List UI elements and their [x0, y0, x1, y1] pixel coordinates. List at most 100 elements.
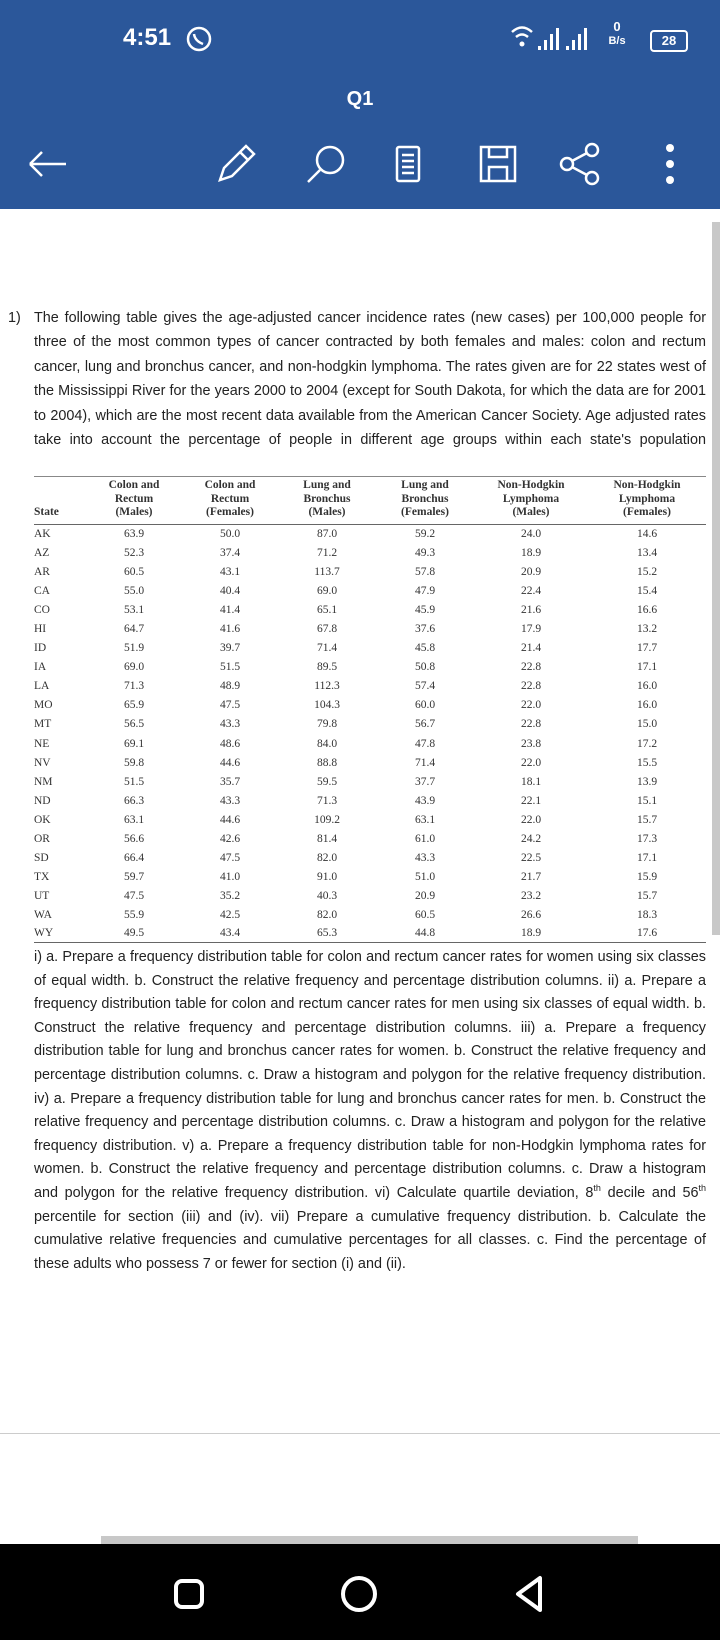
cell: 57.4 [414, 680, 436, 693]
header-line: (Males) [308, 506, 346, 518]
cell: 66.3 [123, 794, 145, 807]
cell: 59.7 [123, 871, 145, 884]
header-line: (Females) [206, 506, 254, 518]
cell: 67.8 [316, 622, 338, 635]
save-button[interactable] [479, 145, 517, 183]
cell: 18.1 [520, 775, 542, 788]
header-line: Non-Hodgkin [613, 479, 681, 491]
cell: 59.2 [414, 527, 436, 540]
cell: 113.7 [314, 565, 340, 578]
net-speed: 0 B/s [606, 20, 628, 48]
cell: 16.6 [636, 603, 658, 616]
cell: 51.9 [123, 642, 145, 655]
cell: 15.2 [636, 565, 658, 578]
cell: 71.4 [414, 756, 436, 769]
table-row: ID 51.9 39.7 71.4 45.8 21.4 17.7 [34, 639, 706, 658]
cell: 109.2 [314, 813, 340, 826]
cell: 59.8 [123, 756, 145, 769]
cell: 15.4 [636, 584, 658, 597]
cell: 37.6 [414, 622, 436, 635]
state-cell: SD [34, 852, 49, 865]
header-line: (Males) [512, 506, 550, 518]
cell: 18.3 [636, 909, 658, 922]
state-cell: OR [34, 833, 50, 845]
cell: 44.6 [219, 756, 241, 769]
home-button[interactable] [341, 1576, 377, 1612]
cell: 17.9 [520, 622, 542, 635]
cell: 37.7 [414, 775, 436, 788]
cell: 13.4 [636, 546, 658, 559]
horizontal-scrollbar[interactable] [101, 1536, 638, 1544]
cell: 51.5 [219, 661, 241, 674]
state-cell: NM [34, 775, 53, 788]
share-button[interactable] [559, 142, 600, 186]
cell: 56.7 [414, 718, 436, 731]
cell: 60.0 [414, 699, 436, 712]
net-speed-unit: B/s [608, 35, 626, 47]
cell: 49.5 [86, 925, 182, 944]
header-line: State [34, 506, 59, 518]
cell: 71.3 [316, 794, 338, 807]
table-row: TX 59.7 41.0 91.0 51.0 21.7 15.9 [34, 868, 706, 887]
cell: 47.5 [123, 890, 145, 903]
header-line: Lymphoma [618, 492, 676, 505]
cell: 26.6 [520, 909, 542, 922]
table-row: IA 69.0 51.5 89.5 50.8 22.8 17.1 [34, 658, 706, 677]
cell: 48.9 [219, 680, 241, 693]
cell: 22.4 [520, 584, 542, 597]
state-cell: MT [34, 718, 52, 731]
cell: 51.5 [123, 775, 145, 788]
cell: 22.0 [520, 813, 542, 826]
cell: 65.9 [123, 699, 145, 712]
page-divider [0, 1433, 720, 1434]
cell: 61.0 [414, 833, 436, 845]
cell: 50.0 [219, 527, 241, 540]
questions: i) a. Prepare a frequency distribution t… [34, 946, 706, 1276]
nav-icons [174, 1576, 542, 1612]
back-nav-button[interactable] [516, 1576, 542, 1612]
cell: 50.8 [414, 661, 436, 674]
table-row: NV 59.8 44.6 88.8 71.4 22.0 15.5 [34, 754, 706, 773]
header-line: Non-Hodgkin [497, 479, 565, 491]
net-speed-value: 0 [613, 19, 621, 34]
cell: 39.7 [219, 642, 241, 655]
recents-button[interactable] [174, 1579, 204, 1609]
cell: 71.2 [316, 546, 338, 559]
read-mode-button[interactable] [395, 145, 421, 183]
column-header: State [34, 476, 86, 525]
cell: 59.5 [316, 775, 338, 788]
cell: 21.7 [520, 871, 542, 884]
state-cell: ID [34, 642, 47, 655]
state-cell: UT [34, 890, 50, 903]
state-cell: TX [34, 871, 50, 884]
whatsapp-icon [186, 26, 212, 52]
cell: 22.0 [520, 699, 542, 712]
cell: 20.9 [414, 890, 436, 903]
table: State Colon and Rectum (Males) Colon and Rect… [34, 476, 706, 944]
cell: 57.8 [414, 565, 436, 578]
superscript: th [698, 1183, 706, 1194]
cell: 87.0 [316, 527, 338, 540]
edit-button[interactable] [218, 144, 256, 182]
header-row: State Colon and Rectum (Males) Colon and Rect… [34, 476, 706, 525]
data-table: State Colon and Rectum (Males) Colon and Rect… [34, 476, 706, 944]
search-button[interactable] [307, 145, 345, 183]
cell: 88.8 [316, 756, 338, 769]
cell: 91.0 [316, 871, 338, 884]
state-cell: NV [34, 756, 51, 769]
cell: 69.0 [123, 661, 145, 674]
table-row: AK 63.9 50.0 87.0 59.2 24.0 14.6 [34, 524, 706, 544]
cell: 82.0 [316, 852, 338, 865]
cell: 89.5 [316, 661, 338, 674]
column-header: Lung and Bronchus (Males) [278, 476, 376, 525]
cell: 21.4 [520, 642, 542, 655]
scrollbar[interactable] [712, 222, 720, 935]
cell: 64.7 [123, 622, 145, 635]
cell: 22.1 [520, 794, 542, 807]
state-cell: ND [34, 794, 51, 807]
header-line: Bronchus [303, 492, 351, 505]
intro-paragraph: The following table gives the age-adjust… [34, 310, 706, 449]
more-button[interactable] [666, 144, 674, 184]
back-button[interactable] [29, 151, 66, 177]
cell: 53.1 [123, 603, 145, 616]
